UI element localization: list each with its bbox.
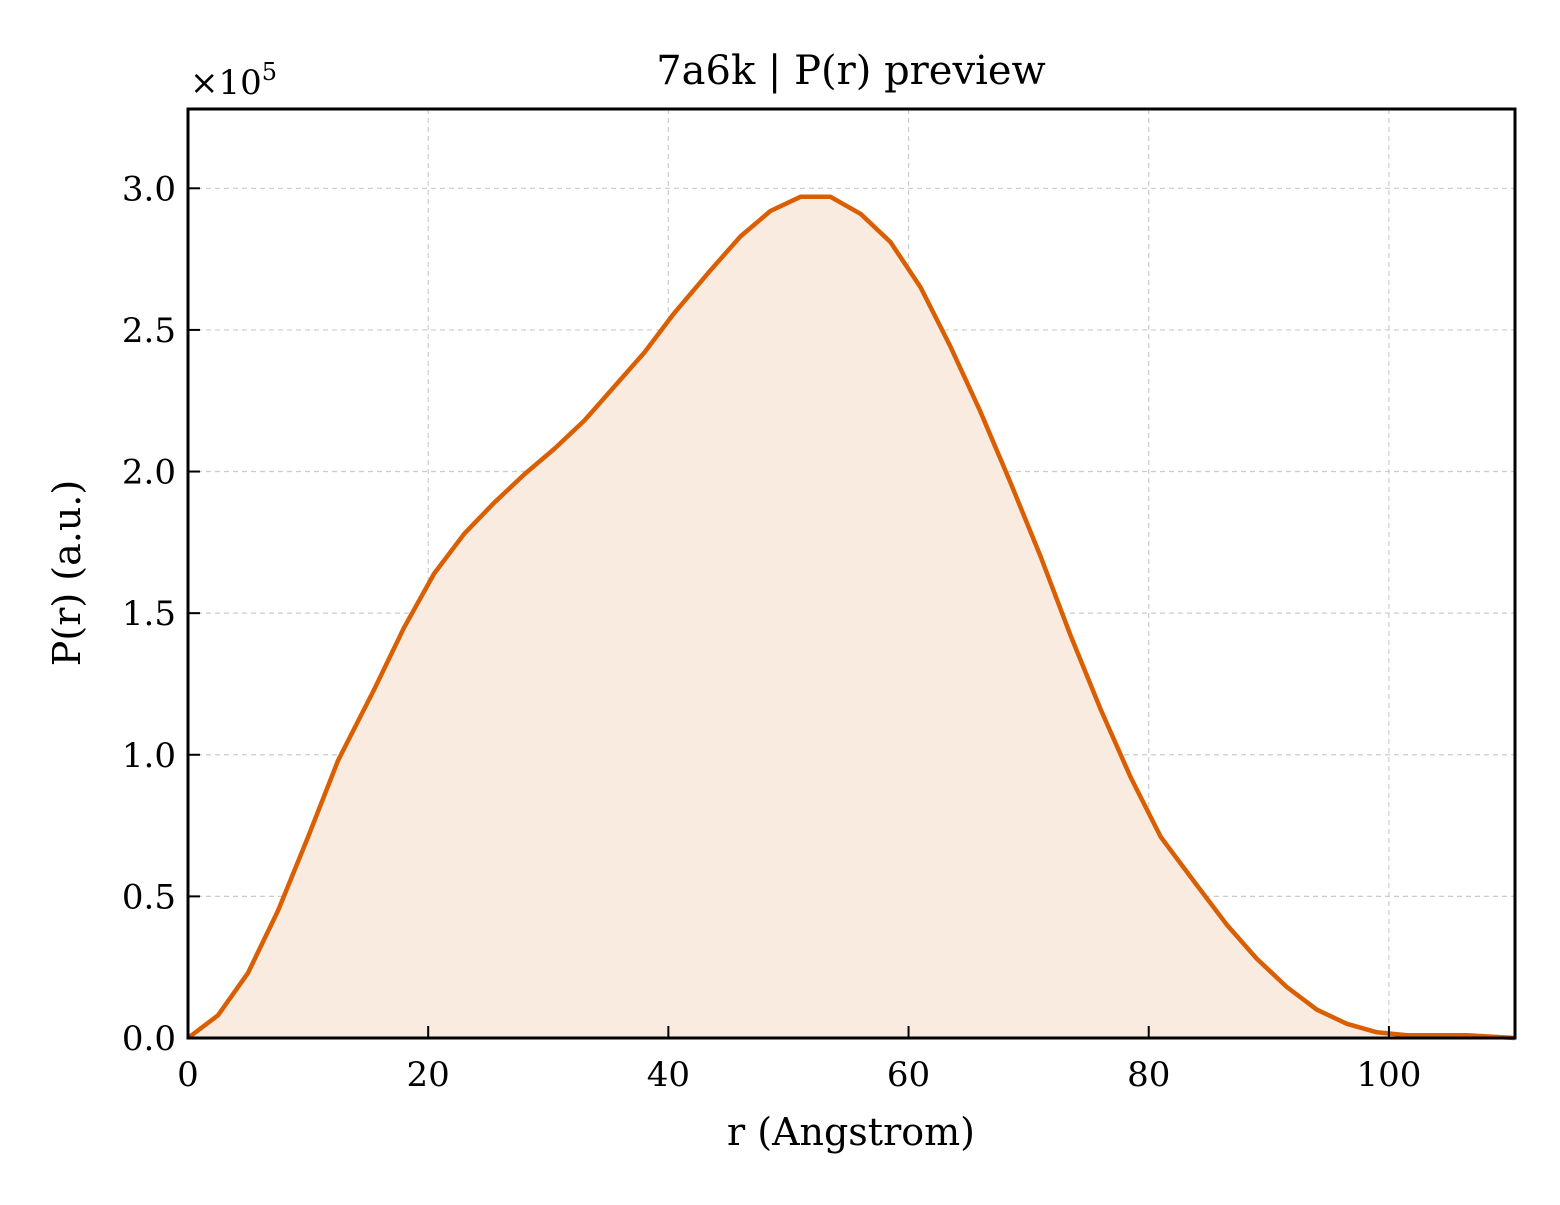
x-tick-label: 20 [407,1055,450,1095]
y-tick-label: 1.0 [122,736,176,776]
y-axis-ticks: 0.0 0.5 1.0 1.5 2.0 2.5 3.0 [122,169,200,1059]
x-tick-label: 0 [177,1055,199,1095]
x-axis-label: r (Angstrom) [727,1110,975,1154]
y-axis-multiplier: ×105 [190,58,277,103]
y-tick-label: 0.5 [122,877,176,917]
y-axis-multiplier-exponent: 5 [262,58,277,86]
y-tick-label: 2.5 [122,311,176,351]
y-tick-label: 1.5 [122,594,176,634]
y-tick-label: 2.0 [122,453,176,493]
pr-area-fill [188,196,1515,1039]
x-tick-label: 60 [887,1055,930,1095]
y-axis-label: P(r) (a.u.) [45,480,89,666]
x-tick-label: 100 [1356,1055,1421,1095]
plot-frame [186,107,1517,1040]
x-tick-label: 80 [1127,1055,1170,1095]
y-tick-label: 3.0 [122,169,176,209]
pr-series-line [186,194,1516,1041]
chart-title: 7a6k | P(r) preview [656,48,1046,94]
x-tick-label: 40 [647,1055,690,1095]
y-tick-label: 0.0 [122,1019,176,1059]
x-axis-ticks: 0 20 40 60 80 100 [177,1026,1421,1095]
